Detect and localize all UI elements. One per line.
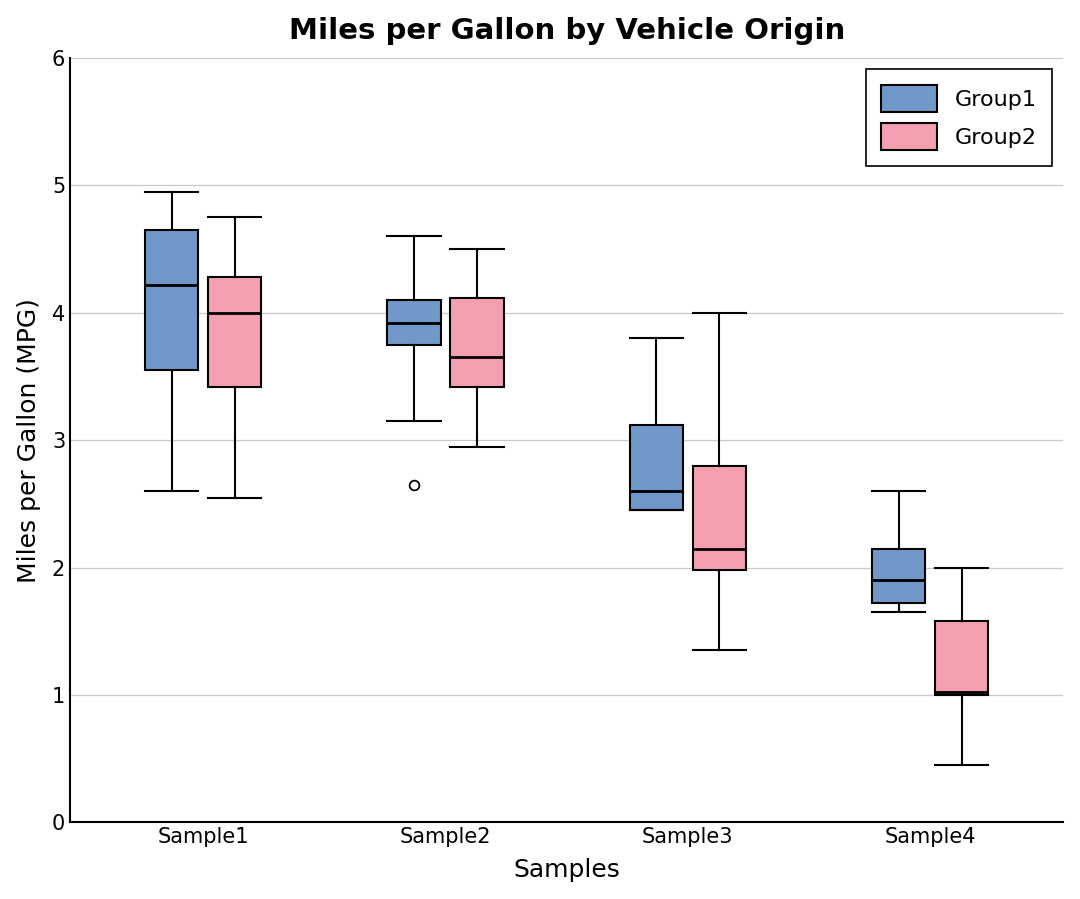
Bar [388, 300, 441, 344]
Bar [692, 466, 746, 570]
Bar [208, 277, 261, 387]
Legend: Group1, Group2: Group1, Group2 [866, 69, 1052, 165]
Y-axis label: Miles per Gallon (MPG): Miles per Gallon (MPG) [16, 298, 41, 583]
Bar [450, 298, 503, 387]
Title: Miles per Gallon by Vehicle Origin: Miles per Gallon by Vehicle Origin [288, 17, 845, 45]
Bar [872, 548, 926, 603]
X-axis label: Samples: Samples [513, 859, 620, 882]
Bar [145, 230, 199, 370]
Bar [935, 621, 988, 695]
Bar [630, 425, 683, 511]
